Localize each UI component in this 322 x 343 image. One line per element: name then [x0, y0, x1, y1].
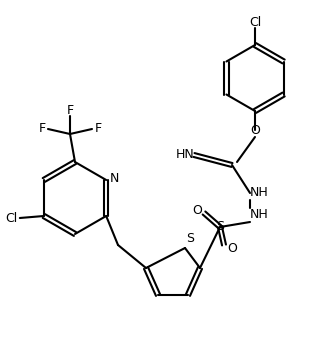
Text: S: S [186, 233, 194, 246]
Text: F: F [38, 122, 45, 135]
Text: O: O [227, 241, 237, 255]
Text: Cl: Cl [6, 212, 18, 225]
Text: O: O [192, 203, 202, 216]
Text: HN: HN [175, 149, 194, 162]
Text: Cl: Cl [249, 16, 261, 29]
Text: F: F [94, 122, 101, 135]
Text: NH: NH [250, 209, 268, 222]
Text: NH: NH [250, 187, 268, 200]
Text: O: O [250, 123, 260, 137]
Text: F: F [66, 104, 73, 117]
Text: N: N [109, 172, 119, 185]
Text: S: S [216, 221, 224, 234]
